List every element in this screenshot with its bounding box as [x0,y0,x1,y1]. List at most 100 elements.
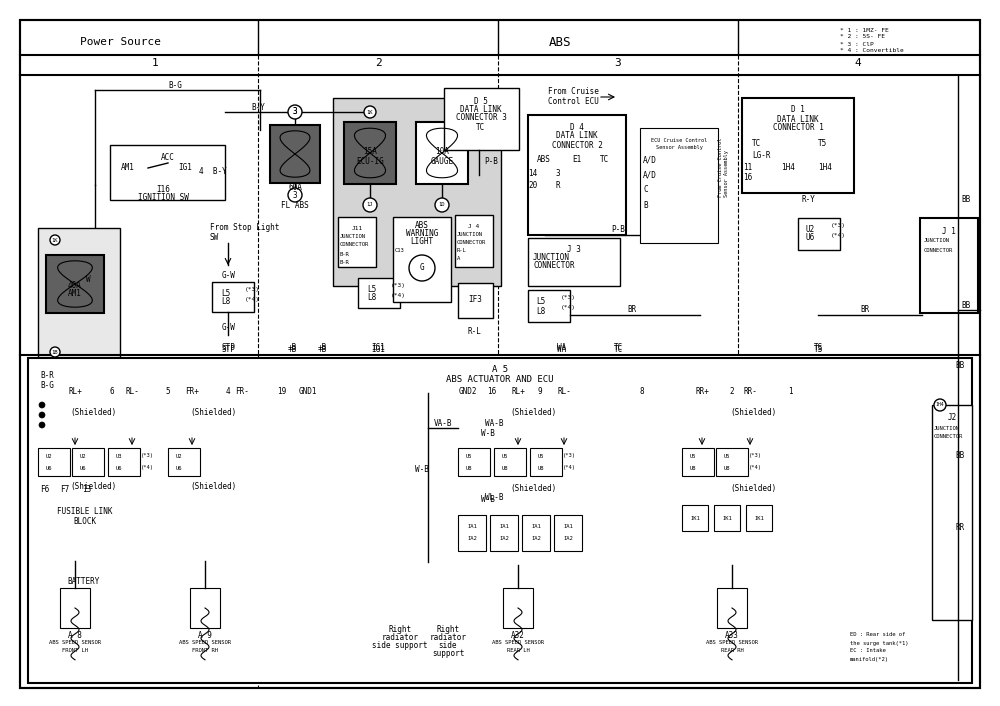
Text: BB: BB [961,301,971,309]
Text: R-Y: R-Y [801,196,815,205]
Polygon shape [388,608,412,624]
Text: TS: TS [813,344,823,352]
Bar [742,98,854,193]
Bar [344,122,396,184]
Bar [416,122,468,184]
Text: (*3): (*3) [141,453,154,458]
Text: R-L: R-L [457,248,467,253]
Bar [212,282,254,312]
Text: 9: 9 [538,388,542,397]
Text: BLOCK: BLOCK [73,517,97,525]
Text: * 4 : Convertible: * 4 : Convertible [840,49,904,54]
Text: P-B: P-B [484,157,498,167]
Text: IG1: IG1 [178,164,192,172]
Text: radiator: radiator [430,633,466,642]
Bar [46,255,104,313]
Text: FL ABS: FL ABS [281,201,309,210]
Text: IA1: IA1 [531,524,541,529]
Text: RR+: RR+ [695,388,709,397]
Text: 1D: 1D [439,203,445,208]
Text: U3: U3 [116,455,122,460]
Text: L8: L8 [367,294,376,302]
Text: CONNECTOR: CONNECTOR [340,242,369,248]
Text: A 9: A 9 [198,630,212,640]
Text: 1K: 1K [52,237,58,242]
Text: B: B [643,201,648,210]
Text: IA1: IA1 [563,524,573,529]
Text: (*3): (*3) [390,282,406,287]
Bar [458,448,490,476]
Text: IF3: IF3 [468,294,482,304]
Text: CONNECTOR: CONNECTOR [533,261,575,270]
Text: L8: L8 [221,297,230,306]
Text: 60A: 60A [288,184,302,193]
Text: 6: 6 [110,388,114,397]
Text: From Cruise: From Cruise [548,88,599,97]
Text: 40A: 40A [68,280,82,289]
Text: R: R [556,181,560,189]
Text: L5: L5 [221,289,230,297]
Text: RL+: RL+ [68,388,82,397]
Text: * 3 : ClP: * 3 : ClP [840,42,874,47]
Bar [530,448,562,476]
Text: 19: 19 [277,388,287,397]
Text: 15A: 15A [363,148,377,157]
Text: ABS SPEED SENSOR: ABS SPEED SENSOR [179,640,231,645]
Text: 11: 11 [743,164,753,172]
Text: 1: 1 [152,58,158,68]
Text: U5: U5 [466,455,473,460]
Text: (*4): (*4) [560,306,576,311]
Bar [60,588,90,628]
Circle shape [39,402,45,408]
Text: 3: 3 [293,107,297,116]
Text: J11: J11 [351,225,363,230]
Text: A 8: A 8 [68,630,82,640]
Text: TS: TS [813,345,823,354]
Bar [72,448,104,476]
Circle shape [288,188,302,202]
Text: STP: STP [221,345,235,354]
Text: U2: U2 [176,455,182,460]
Bar [716,448,748,476]
Text: I16: I16 [156,186,170,194]
Text: U5: U5 [690,455,696,460]
Text: L5: L5 [367,285,376,294]
Text: ABS: ABS [537,155,551,164]
Text: DATA LINK: DATA LINK [556,131,598,140]
Text: B-R: B-R [340,260,350,265]
Text: B-G: B-G [168,81,182,90]
Text: IA1: IA1 [467,524,477,529]
Circle shape [364,106,376,118]
Text: +B: +B [287,345,297,354]
Text: ECU-IG: ECU-IG [356,157,384,165]
Bar [503,588,533,628]
Bar [528,115,626,235]
Text: JUNCTION: JUNCTION [924,239,950,244]
Text: (Shielded): (Shielded) [510,409,556,417]
Text: support: support [432,650,464,659]
Text: L8: L8 [536,306,545,316]
Text: IA2: IA2 [531,537,541,542]
Text: (Shielded): (Shielded) [71,482,117,491]
Text: BR: BR [860,306,870,314]
Text: G-W: G-W [222,270,236,280]
Bar [108,448,140,476]
Text: E1: E1 [572,155,581,164]
Text: ABS: ABS [415,222,429,230]
Text: RL-: RL- [557,388,571,397]
Text: WA-B: WA-B [485,419,504,428]
Bar [52,552,117,627]
Text: BR: BR [627,306,637,314]
Text: ACC: ACC [161,152,175,162]
Text: 4: 4 [226,388,230,397]
Text: BB: BB [955,361,965,369]
Text: 100A: 100A [69,419,87,429]
Text: IA2: IA2 [563,537,573,542]
Bar [490,515,518,551]
Text: side: side [439,642,457,650]
Text: From Stop Light: From Stop Light [210,224,279,232]
Bar [682,448,714,476]
Text: (Shielded): (Shielded) [191,409,237,417]
Text: * 1 : 1MZ- FE: * 1 : 1MZ- FE [840,28,889,32]
Text: CONNECTOR: CONNECTOR [934,434,963,440]
